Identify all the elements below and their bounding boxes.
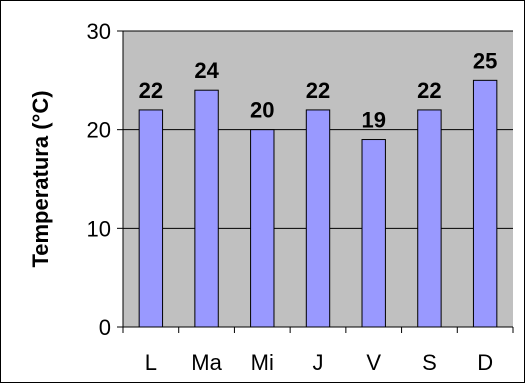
data-label-Mi: 20 — [250, 98, 274, 123]
y-tick-label-30: 30 — [87, 19, 111, 44]
bar-D — [472, 79, 498, 328]
data-label-Ma: 24 — [194, 58, 219, 83]
bar-J — [305, 109, 331, 328]
y-tick-labels: 0 10 20 30 — [87, 19, 111, 340]
bar-Ma — [194, 89, 219, 328]
x-tick-label-J: J — [313, 350, 324, 375]
x-tick-label-V: V — [366, 350, 381, 375]
data-label-S: 22 — [417, 78, 441, 103]
bar-S — [417, 109, 442, 328]
x-tick-label-D: D — [477, 350, 493, 375]
data-label-J: 22 — [306, 78, 330, 103]
y-tick-label-0: 0 — [99, 315, 111, 340]
bars — [138, 79, 498, 328]
data-label-L: 22 — [139, 78, 163, 103]
x-tick-label-S: S — [422, 350, 437, 375]
x-tick-labels: L Ma Mi J V S D — [145, 350, 493, 375]
y-tick-label-20: 20 — [87, 118, 111, 143]
x-tick-label-L: L — [145, 350, 157, 375]
data-label-V: 19 — [361, 108, 385, 133]
bar-Mi — [250, 129, 275, 328]
x-tick-label-Ma: Ma — [191, 350, 222, 375]
x-tick-label-Mi: Mi — [251, 350, 274, 375]
bar-V — [361, 139, 386, 328]
axes — [117, 30, 514, 333]
data-label-D: 25 — [473, 48, 497, 73]
y-tick-label-10: 10 — [87, 216, 111, 241]
bar-L — [138, 109, 164, 328]
y-axis-label: Temperatura (°C) — [28, 90, 53, 267]
data-labels: 22 24 20 22 19 22 25 — [139, 48, 498, 132]
